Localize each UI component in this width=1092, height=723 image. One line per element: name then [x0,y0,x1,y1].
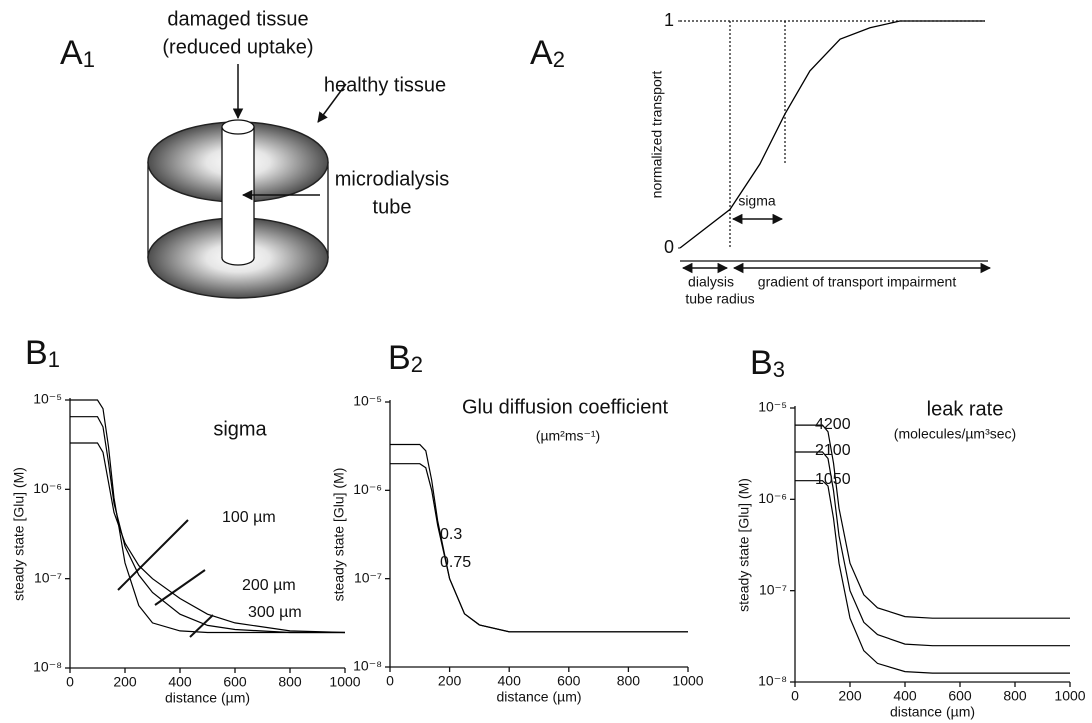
tube-end [221,119,255,135]
series-line [795,480,1070,674]
series-line [70,416,345,634]
y-tick-label: 10⁻⁵ [353,393,382,409]
series-label: 0.3 [440,526,462,543]
annotation: sigma [738,193,776,209]
panel-letter: A [530,34,553,72]
x-tick-label: 800 [278,674,302,690]
y-tick-label: 10⁻⁵ [33,391,62,407]
panel-letter: B [388,339,411,377]
diagram-label: microdialysis [335,168,449,190]
chart-title: leak rate [927,398,1004,420]
panel-index: 2 [553,47,565,72]
x-tick-label: 600 [223,674,247,690]
x-tick-label: 400 [168,674,192,690]
annotation: tube radius [685,291,754,307]
series-line [679,20,985,249]
series-label: 1050 [815,471,851,488]
panel-index: 3 [773,357,785,382]
panel-index: 2 [411,352,423,377]
panel-letter: B [25,334,48,372]
diagram-label: damaged tissue [167,8,308,30]
label-leader [154,569,206,606]
x-axis-label: distance (µm) [165,690,250,706]
x-tick-label: 400 [893,688,917,704]
series-label: 200 µm [242,577,296,594]
series-line [390,443,688,633]
chart-title: Glu diffusion coefficient [462,396,668,418]
y-axis-label: steady state [Glu] (M) [11,467,27,601]
series-line [390,463,688,633]
x-tick-label: 200 [113,674,137,690]
diagram-label: tube [373,196,412,218]
panel-index: 1 [48,347,60,372]
y-tick-label: 10⁻⁵ [758,399,787,415]
y-tick-label: 10⁻⁸ [758,673,787,689]
panel-label: A1 [60,34,95,72]
x-axis-label: distance (µm) [890,704,975,720]
panel-letter: A [60,34,83,72]
label-leader [189,614,214,638]
arrow [317,83,347,123]
x-tick-label: 0 [791,688,799,704]
chart-subtitle: (µm²ms⁻¹) [536,428,600,444]
y-tick-label: 10⁻⁸ [33,659,62,675]
x-tick-label: 600 [948,688,972,704]
y-tick-label: 0 [664,237,674,257]
panel-label: A2 [530,34,565,72]
series-label: 4200 [815,416,851,433]
x-tick-label: 1000 [672,673,703,689]
y-tick-label: 1 [664,10,674,30]
y-tick-label: 10⁻⁶ [353,481,382,497]
x-axis-label: distance (µm) [496,689,581,705]
y-axis-label: steady state [Glu] (M) [736,478,752,612]
series-label: 300 µm [248,604,302,621]
diagram-label: healthy tissue [324,74,446,96]
series-label: 100 µm [222,509,276,526]
y-tick-label: 10⁻⁶ [758,490,787,506]
y-tick-label: 10⁻⁷ [759,581,787,597]
annotation: gradient of transport impairment [758,274,957,290]
y-tick-label: 10⁻⁸ [353,658,382,674]
x-tick-label: 800 [617,673,641,689]
x-tick-label: 0 [66,674,74,690]
chart-title: sigma [213,418,267,440]
x-tick-label: 600 [557,673,581,689]
panel-index: 1 [83,47,95,72]
series-line [70,442,346,634]
annotation: dialysis [688,274,734,290]
panel-label: B1 [25,334,60,372]
panel-label: B3 [750,344,785,382]
y-axis-label: normalized transport [649,71,665,199]
series-label: 2100 [815,442,851,459]
tube-body [222,127,254,258]
y-axis-label: steady state [Glu] (M) [331,468,347,602]
diagram-label: (reduced uptake) [162,36,313,58]
x-tick-label: 200 [838,688,862,704]
tube-diagram: A1 damaged tissue (reduced uptake) healt… [60,8,449,299]
series-line [795,451,1070,647]
x-tick-label: 400 [498,673,522,689]
y-tick-label: 10⁻⁷ [34,569,62,585]
series-line [70,399,345,634]
x-tick-label: 200 [438,673,462,689]
panel-label: B2 [388,339,423,377]
panel-letter: B [750,344,773,382]
series-label: 0.75 [440,554,471,571]
x-tick-label: 1000 [1054,688,1085,704]
x-tick-label: 1000 [329,674,360,690]
y-tick-label: 10⁻⁶ [33,480,62,496]
chart-subtitle: (molecules/µm³sec) [894,426,1016,442]
x-tick-label: 0 [386,673,394,689]
label-leader [117,519,189,591]
series-line [795,424,1070,619]
y-tick-label: 10⁻⁷ [354,569,382,585]
x-tick-label: 800 [1003,688,1027,704]
